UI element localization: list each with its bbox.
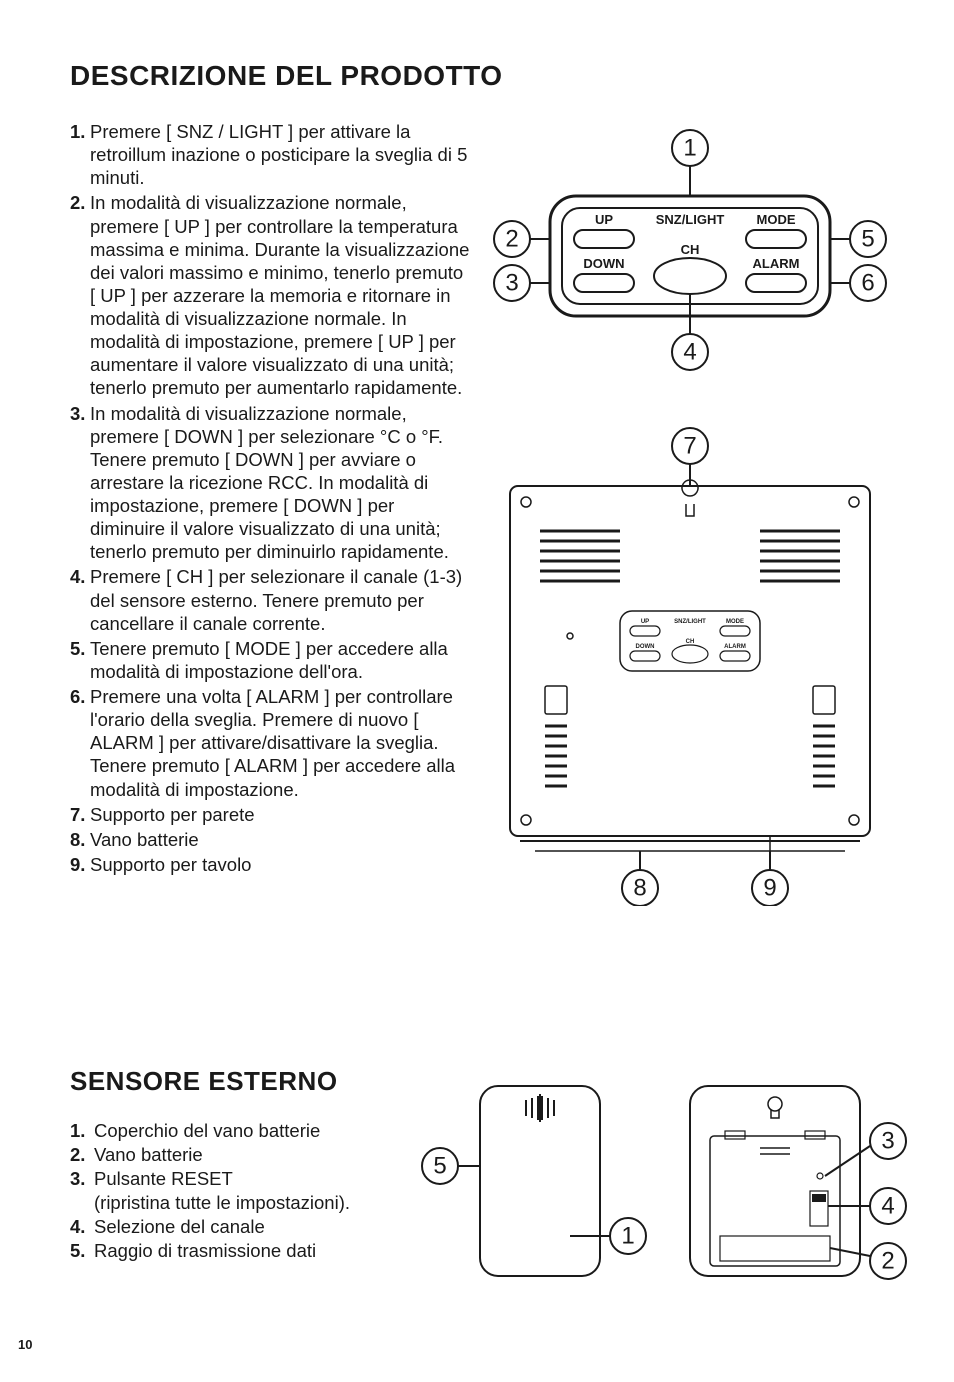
svg-text:MODE: MODE	[726, 619, 744, 625]
callout-6: 6	[850, 265, 886, 301]
callout-7: 7	[672, 428, 708, 464]
label-mode: MODE	[757, 212, 796, 227]
list-item: Pulsante RESET(ripristina tutte le impos…	[70, 1167, 400, 1215]
product-diagram-column: UP SNZ/LIGHT MODE DOWN CH ALARM 1 2 3 4 …	[490, 120, 890, 906]
sensor-back-diagram: 3 4 2	[670, 1076, 910, 1296]
list-item: Vano batterie	[70, 828, 470, 851]
device-back-diagram: UP SNZ/LIGHT MODE DOWN CH ALARM	[490, 426, 890, 906]
sensor-diagram-column: 5 1	[420, 1066, 910, 1296]
callout-9: 9	[752, 870, 788, 906]
button-panel-diagram: UP SNZ/LIGHT MODE DOWN CH ALARM 1 2 3 4 …	[490, 126, 890, 386]
svg-text:4: 4	[881, 1193, 894, 1220]
callout-5-sensor: 5	[422, 1148, 458, 1184]
svg-text:UP: UP	[641, 619, 649, 625]
sensor-front-diagram: 5 1	[420, 1076, 650, 1296]
section-title-sensor: SENSORE ESTERNO	[70, 1066, 400, 1097]
list-item: Supporto per tavolo	[70, 853, 470, 876]
page-number: 10	[18, 1337, 32, 1352]
svg-text:DOWN: DOWN	[636, 644, 655, 650]
svg-text:2: 2	[881, 1248, 894, 1275]
callout-2-sensor: 2	[870, 1243, 906, 1279]
product-text-column: Premere [ SNZ / LIGHT ] per attivare la …	[70, 120, 470, 906]
product-section-columns: Premere [ SNZ / LIGHT ] per attivare la …	[70, 120, 884, 906]
list-item: Tenere premuto [ MODE ] per accedere all…	[70, 637, 470, 683]
list-item: In modalità di visualizzazione normale, …	[70, 191, 470, 399]
label-up: UP	[595, 212, 613, 227]
svg-text:1: 1	[683, 135, 696, 162]
callout-4-sensor: 4	[870, 1188, 906, 1224]
list-item: In modalità di visualizzazione normale, …	[70, 402, 470, 564]
list-item: Premere [ SNZ / LIGHT ] per attivare la …	[70, 120, 470, 189]
list-item: Coperchio del vano batterie	[70, 1119, 400, 1143]
svg-text:1: 1	[621, 1223, 634, 1250]
callout-1: 1	[672, 130, 708, 166]
list-item: Selezione del canale	[70, 1215, 400, 1239]
callout-5: 5	[850, 221, 886, 257]
svg-text:SNZ/LIGHT: SNZ/LIGHT	[674, 619, 706, 625]
svg-text:7: 7	[683, 433, 696, 460]
sensor-section: SENSORE ESTERNO Coperchio del vano batte…	[70, 1066, 884, 1296]
callout-8: 8	[622, 870, 658, 906]
svg-text:6: 6	[861, 270, 874, 297]
list-item: Premere [ CH ] per selezionare il canale…	[70, 565, 470, 634]
svg-text:ALARM: ALARM	[724, 644, 746, 650]
label-down: DOWN	[583, 256, 624, 271]
label-ch: CH	[681, 242, 700, 257]
product-feature-list: Premere [ SNZ / LIGHT ] per attivare la …	[70, 120, 470, 876]
callout-2: 2	[494, 221, 530, 257]
callout-1-sensor: 1	[610, 1218, 646, 1254]
list-item: Vano batterie	[70, 1143, 400, 1167]
svg-text:4: 4	[683, 339, 696, 366]
sensor-feature-list: Coperchio del vano batterie Vano batteri…	[70, 1119, 400, 1263]
svg-text:3: 3	[505, 270, 518, 297]
svg-text:CH: CH	[686, 639, 695, 645]
list-item: Premere una volta [ ALARM ] per controll…	[70, 685, 470, 801]
svg-text:2: 2	[505, 226, 518, 253]
callout-3-sensor: 3	[870, 1123, 906, 1159]
callout-4: 4	[672, 334, 708, 370]
sensor-text-column: SENSORE ESTERNO Coperchio del vano batte…	[70, 1066, 400, 1263]
svg-text:3: 3	[881, 1128, 894, 1155]
section-title-product: DESCRIZIONE DEL PRODOTTO	[70, 60, 884, 92]
label-snz: SNZ/LIGHT	[656, 212, 725, 227]
svg-text:5: 5	[861, 226, 874, 253]
svg-text:8: 8	[633, 875, 646, 902]
list-item: Raggio di trasmissione dati	[70, 1239, 400, 1263]
callout-3: 3	[494, 265, 530, 301]
svg-text:9: 9	[763, 875, 776, 902]
label-alarm: ALARM	[753, 256, 800, 271]
svg-text:5: 5	[433, 1153, 446, 1180]
list-item: Supporto per parete	[70, 803, 470, 826]
